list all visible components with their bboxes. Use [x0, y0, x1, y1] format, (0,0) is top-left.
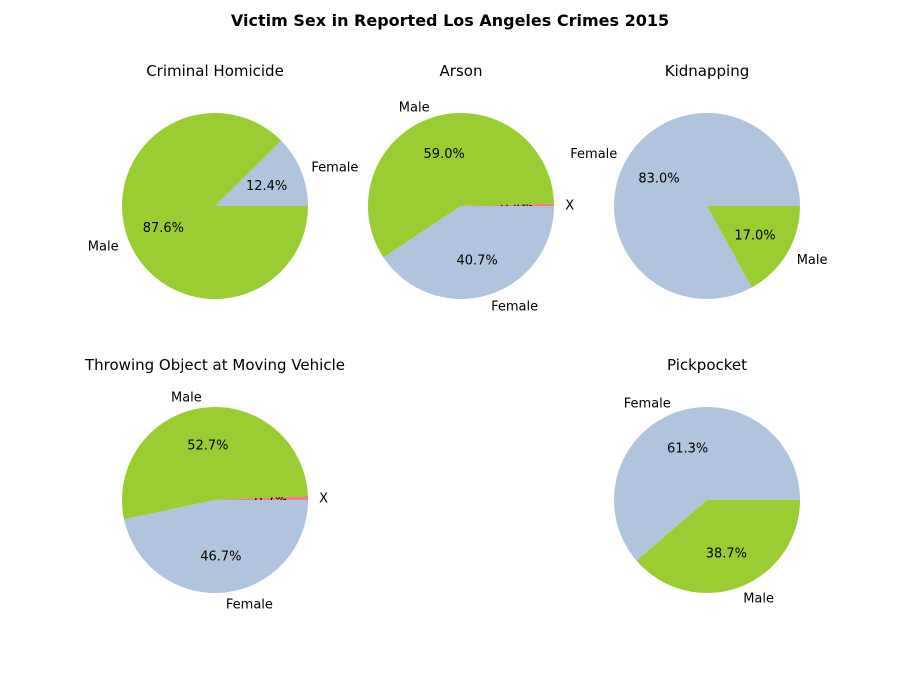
- pie-chart-pickpocket: Pickpocket Female 61.3% Male 38.7%: [614, 356, 800, 607]
- slice-percent: 52.7%: [187, 439, 228, 454]
- pie-title: Criminal Homicide: [146, 62, 284, 80]
- slice-percent: 59.0%: [424, 147, 465, 162]
- slice-label: Male: [88, 240, 119, 255]
- pie-slice-female: [614, 113, 800, 300]
- slice-percent: 38.7%: [706, 546, 747, 561]
- pie-slice-x: [461, 203, 554, 206]
- pie-slice-male: [636, 500, 800, 594]
- slice-label: X: [319, 492, 328, 507]
- pie-title: Kidnapping: [665, 62, 749, 80]
- pie-slice-male: [121, 406, 308, 520]
- slice-label: Male: [743, 592, 774, 607]
- pie-title: Pickpocket: [667, 356, 747, 374]
- slice-label: Male: [797, 253, 828, 268]
- pie-slice-x: [215, 495, 308, 500]
- slice-percent: 40.7%: [456, 253, 497, 268]
- slice-label: Female: [624, 396, 671, 411]
- slice-label: Female: [311, 160, 358, 175]
- slice-label: Male: [399, 101, 430, 116]
- slice-label: Male: [171, 391, 202, 406]
- pie-slice-male: [707, 206, 800, 288]
- figure-title: Victim Sex in Reported Los Angeles Crime…: [231, 11, 669, 30]
- slice-percent: 83.0%: [638, 172, 679, 187]
- pie-slice-male: [121, 112, 309, 299]
- pie-title: Throwing Object at Moving Vehicle: [84, 356, 345, 374]
- pie-slice-male: [367, 113, 554, 258]
- slice-label: Female: [226, 598, 273, 613]
- slice-percent: 17.0%: [734, 228, 775, 243]
- pie-chart-kidnapping: Kidnapping Female 83.0% Male 17.0%: [570, 62, 828, 300]
- pie-charts: Criminal Homicide Female 12.4% Male 87.6% Ars…: [84, 62, 827, 613]
- pie-slice-female: [215, 140, 308, 206]
- pie-chart-criminal-homicide: Criminal Homicide Female 12.4% Male 87.6%: [88, 62, 358, 299]
- pie-chart-throwing-object-at-moving-vehicle: Throwing Object at Moving VehicleX0.7%Ma…: [84, 356, 345, 613]
- slice-label: Female: [491, 300, 538, 315]
- pie-title: Arson: [440, 62, 483, 80]
- pie-slice-female: [383, 206, 554, 300]
- pie-slice-female: [614, 407, 800, 561]
- slice-percent: 12.4%: [246, 179, 287, 194]
- slice-percent: 61.3%: [667, 442, 708, 457]
- pie-slice-female: [124, 500, 308, 593]
- slice-label: Female: [570, 147, 617, 162]
- slice-label: X: [565, 199, 574, 214]
- slice-percent: 87.6%: [143, 221, 184, 236]
- slice-percent: 46.7%: [200, 550, 241, 565]
